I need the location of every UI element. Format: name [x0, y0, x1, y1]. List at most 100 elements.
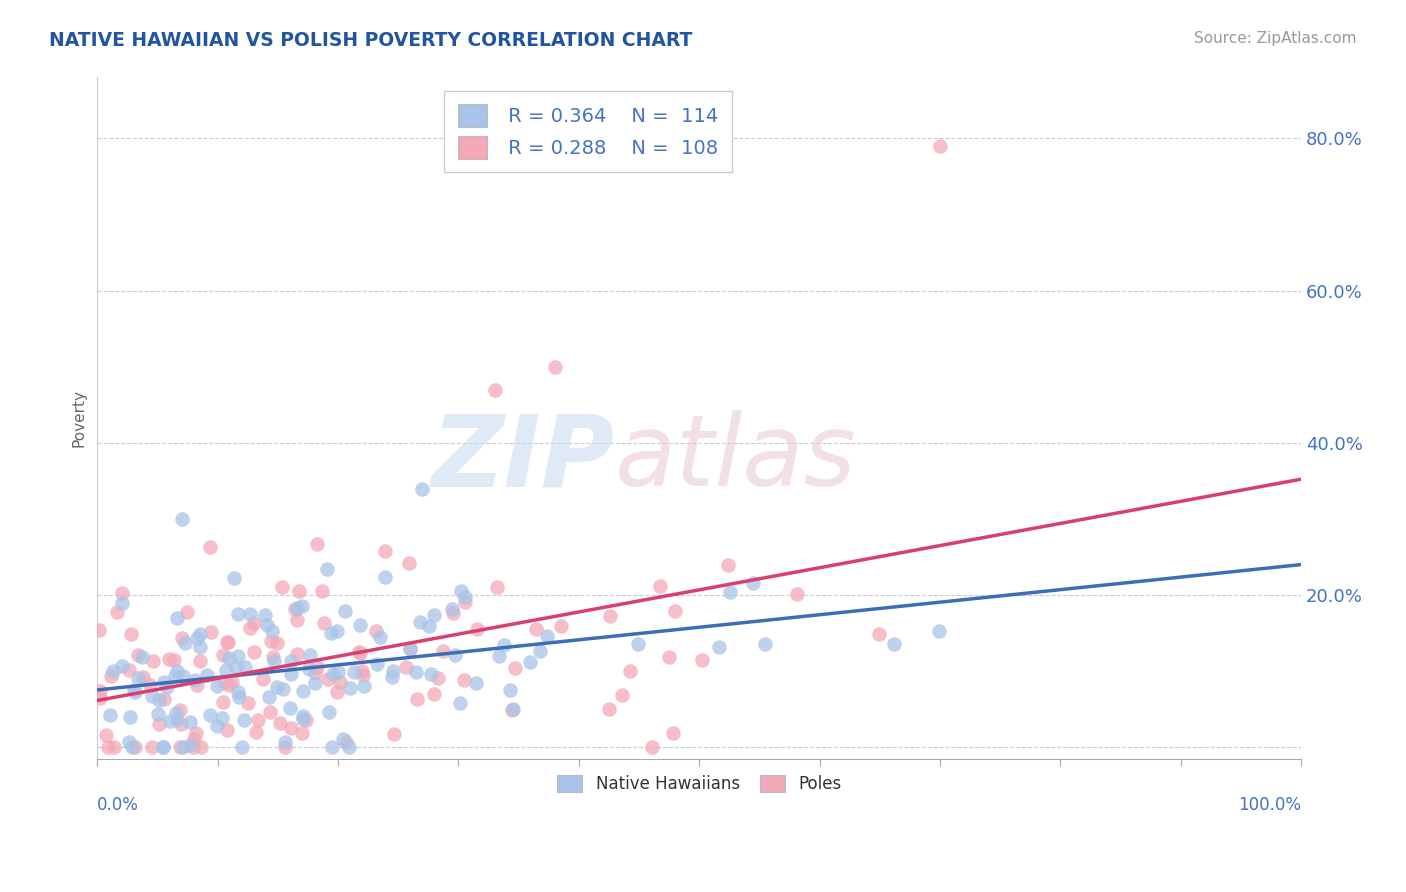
Point [444, 648, 467, 662]
Point [256, 617, 278, 632]
Point [664, 603, 686, 617]
Point [285, 601, 308, 615]
Point [315, 562, 337, 576]
Point [221, 674, 243, 689]
Point [262, 650, 284, 665]
Point [349, 617, 371, 632]
Point [103, 664, 125, 678]
Point [339, 681, 361, 695]
Point [188, 654, 211, 668]
Point [299, 648, 322, 662]
Text: 0.0%: 0.0% [97, 797, 139, 814]
Point [311, 583, 333, 598]
Point [131, 650, 153, 665]
Point [304, 666, 326, 681]
Point [427, 671, 450, 685]
Point [349, 646, 371, 660]
Point [200, 540, 222, 554]
Point [499, 682, 522, 697]
Point [98, 708, 121, 723]
Point [291, 599, 314, 614]
Point [326, 624, 349, 639]
Point [366, 657, 388, 671]
Point [295, 713, 318, 727]
Point [326, 685, 349, 699]
Point [245, 724, 267, 739]
Point [233, 660, 256, 674]
Point [188, 627, 211, 641]
Point [529, 643, 551, 657]
Point [650, 579, 672, 593]
Point [465, 676, 488, 690]
Point [374, 570, 396, 584]
Point [105, 605, 128, 619]
Point [717, 558, 740, 572]
Point [285, 613, 308, 627]
Point [195, 668, 218, 682]
Point [205, 679, 228, 693]
Legend: Native Hawaiians, Poles: Native Hawaiians, Poles [548, 767, 849, 802]
Point [120, 627, 142, 641]
Point [411, 482, 433, 496]
Point [384, 727, 406, 741]
Point [142, 654, 165, 668]
Point [89, 690, 111, 705]
Point [368, 630, 391, 644]
Point [188, 640, 211, 654]
Point [335, 735, 357, 749]
Point [868, 627, 890, 641]
Point [198, 707, 221, 722]
Point [184, 726, 207, 740]
Point [524, 622, 547, 636]
Point [166, 664, 188, 678]
Point [190, 740, 212, 755]
Point [163, 653, 186, 667]
Point [488, 649, 510, 664]
Point [288, 583, 311, 598]
Point [170, 717, 193, 731]
Point [217, 634, 239, 648]
Point [176, 605, 198, 619]
Point [786, 587, 808, 601]
Point [127, 648, 149, 663]
Point [274, 735, 297, 749]
Point [408, 615, 430, 629]
Point [120, 709, 142, 723]
Point [252, 672, 274, 686]
Point [280, 701, 302, 715]
Point [350, 664, 373, 678]
Text: ZIP: ZIP [432, 410, 614, 508]
Point [111, 597, 134, 611]
Point [94, 728, 117, 742]
Point [441, 606, 464, 620]
Point [381, 665, 404, 679]
Point [211, 711, 233, 725]
Point [118, 663, 141, 677]
Point [405, 665, 427, 680]
Point [148, 717, 170, 731]
Point [259, 706, 281, 720]
Point [215, 723, 238, 737]
Point [929, 139, 952, 153]
Point [139, 678, 162, 692]
Point [271, 681, 294, 696]
Point [269, 715, 291, 730]
Point [284, 601, 307, 615]
Point [280, 722, 302, 736]
Point [233, 713, 256, 727]
Point [335, 604, 357, 618]
Point [132, 670, 155, 684]
Point [450, 583, 472, 598]
Point [405, 692, 427, 706]
Point [366, 624, 388, 639]
Point [146, 706, 169, 721]
Point [928, 624, 950, 639]
Point [453, 590, 475, 604]
Point [257, 690, 280, 704]
Point [418, 618, 440, 632]
Point [260, 624, 283, 638]
Point [454, 594, 477, 608]
Point [598, 702, 620, 716]
Point [169, 703, 191, 717]
Point [218, 651, 240, 665]
